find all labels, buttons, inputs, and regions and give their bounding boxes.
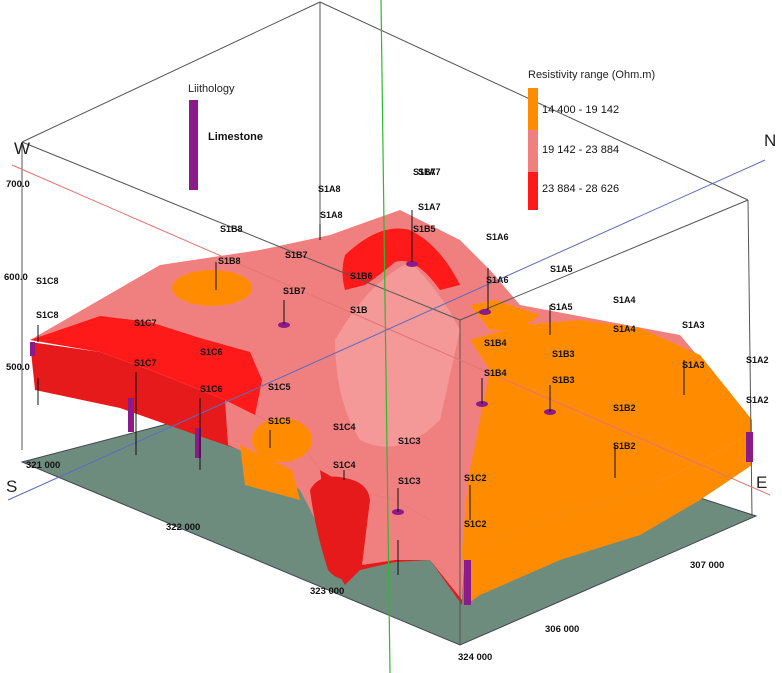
low-resistivity-zone-central bbox=[252, 418, 312, 462]
y-axis-coordinate-label: 307 000 bbox=[690, 560, 724, 571]
borehole-label: S1C4 bbox=[333, 422, 356, 432]
borehole-label: S1C6 bbox=[200, 384, 223, 394]
borehole-label: S1B2 bbox=[613, 403, 636, 413]
borehole-label: S1A2 bbox=[746, 355, 769, 365]
borehole-label: S1C3 bbox=[398, 436, 421, 446]
borehole-label: S1C2 bbox=[464, 473, 487, 483]
central-ridge bbox=[335, 262, 460, 447]
block-side-southeast bbox=[462, 432, 752, 605]
high-resistivity-zone-peak bbox=[342, 228, 460, 290]
borehole-label: S1B7 bbox=[413, 167, 436, 177]
borehole-label: S1A3 bbox=[682, 320, 705, 330]
x-axis-coordinate-label: 324 000 bbox=[458, 652, 492, 663]
borehole-label: S1B4 bbox=[484, 338, 507, 348]
borehole-label: S1C4 bbox=[333, 460, 356, 470]
direction-west-label: W bbox=[14, 139, 30, 158]
bounding-box-front bbox=[21, 141, 753, 645]
borehole-label: S1C8 bbox=[36, 276, 59, 286]
borehole-label: S1A8 bbox=[320, 210, 343, 220]
borehole-label: S1C6 bbox=[200, 347, 223, 357]
elevation-tick-600: 600.0 bbox=[4, 272, 28, 283]
borehole-label: S1B8 bbox=[220, 224, 243, 234]
direction-north-label: N bbox=[764, 131, 776, 150]
borehole-label: S1A2 bbox=[746, 395, 769, 405]
lithology-legend: Liithology Limestone bbox=[188, 83, 263, 190]
borehole-label: S1A6 bbox=[486, 275, 509, 285]
resistivity-range-mid: 19 142 - 23 884 bbox=[542, 144, 619, 156]
borehole-label: S1B7 bbox=[283, 286, 306, 296]
limestone-label: Limestone bbox=[208, 131, 263, 143]
borehole-label: S1C8 bbox=[36, 310, 59, 320]
resistivity-swatch-low bbox=[528, 88, 538, 130]
borehole-post bbox=[128, 398, 134, 432]
borehole-label: S1B8 bbox=[218, 256, 241, 266]
resistivity-swatch-high bbox=[528, 172, 538, 210]
high-resistivity-zone-west bbox=[30, 316, 262, 415]
block-side-orange-patch bbox=[240, 445, 300, 500]
borehole-label: S1C7 bbox=[134, 358, 157, 368]
borehole-label: S1C5 bbox=[268, 382, 291, 392]
direction-south-label: S bbox=[6, 477, 17, 496]
x-axis-coordinate-label: 323 000 bbox=[310, 586, 344, 597]
resistivity-legend: Resistivity range (Ohm.m) 14 400 - 19 14… bbox=[528, 69, 655, 210]
elevation-tick-500: 500.0 bbox=[6, 362, 30, 373]
borehole-label: S1B4 bbox=[484, 368, 507, 378]
vertical-axis-line bbox=[380, 0, 391, 673]
borehole-post bbox=[464, 560, 471, 605]
y-axis-coordinate-label: 306 000 bbox=[545, 624, 579, 635]
low-resistivity-zone-east bbox=[462, 320, 752, 550]
borehole-label: S1A4 bbox=[613, 324, 636, 334]
borehole-cap bbox=[278, 322, 290, 328]
borehole-label: S1B3 bbox=[552, 349, 575, 359]
borehole-post bbox=[746, 432, 753, 462]
borehole-label: S1A7 bbox=[418, 202, 441, 212]
east-west-axis-line bbox=[11, 164, 771, 496]
resistivity-range-low: 14 400 - 19 142 bbox=[542, 104, 619, 116]
borehole-labels: S1A8 S1A8 S1B7 S1A7 S1A7 S1B5 S1A6 S1A6 … bbox=[36, 167, 769, 529]
resistivity-swatch-mid bbox=[528, 130, 538, 172]
borehole-label: S1B2 bbox=[613, 441, 636, 451]
resistivity-range-high: 23 884 - 28 626 bbox=[542, 183, 619, 195]
borehole-label: S1B7 bbox=[285, 250, 308, 260]
borehole-leaders bbox=[37, 210, 685, 575]
borehole-label: S1A7 bbox=[418, 167, 441, 177]
x-axis-coordinate-label: 322 000 bbox=[166, 522, 200, 533]
borehole-label: S1C3 bbox=[398, 476, 421, 486]
borehole-post bbox=[195, 428, 201, 458]
borehole-label: S1A6 bbox=[486, 232, 509, 242]
elevation-tick-700: 700.0 bbox=[6, 179, 30, 190]
borehole-label: S1C5 bbox=[268, 416, 291, 426]
borehole-label: S1C2 bbox=[464, 519, 487, 529]
borehole-markers bbox=[30, 261, 753, 605]
borehole-post bbox=[30, 342, 35, 356]
lithology-legend-title: Liithology bbox=[188, 83, 235, 95]
resistivity-legend-title: Resistivity range (Ohm.m) bbox=[528, 69, 655, 81]
block-side-pink-valley bbox=[355, 490, 465, 600]
borehole-cap bbox=[479, 309, 491, 315]
x-axis-coordinate-label: 321 000 bbox=[26, 460, 60, 471]
borehole-label: S1C7 bbox=[134, 318, 157, 328]
high-resistivity-zone-valley bbox=[310, 476, 370, 579]
direction-east-label: E bbox=[756, 473, 767, 492]
north-south-axis-line bbox=[7, 159, 766, 501]
borehole-label: S1A3 bbox=[682, 360, 705, 370]
borehole-label: S1B5 bbox=[413, 224, 436, 234]
borehole-label: S1A5 bbox=[550, 302, 573, 312]
borehole-label: S1A8 bbox=[318, 184, 341, 194]
borehole-label: S1A5 bbox=[550, 264, 573, 274]
bounding-box-back bbox=[21, 1, 749, 450]
borehole-label: S1A4 bbox=[613, 295, 636, 305]
borehole-label: S1B3 bbox=[552, 375, 575, 385]
borehole-label: S1B6 bbox=[350, 271, 373, 281]
borehole-cap bbox=[406, 261, 418, 267]
low-resistivity-zone-north bbox=[172, 270, 252, 306]
borehole-label: S1B bbox=[350, 305, 368, 315]
limestone-swatch bbox=[189, 100, 198, 190]
